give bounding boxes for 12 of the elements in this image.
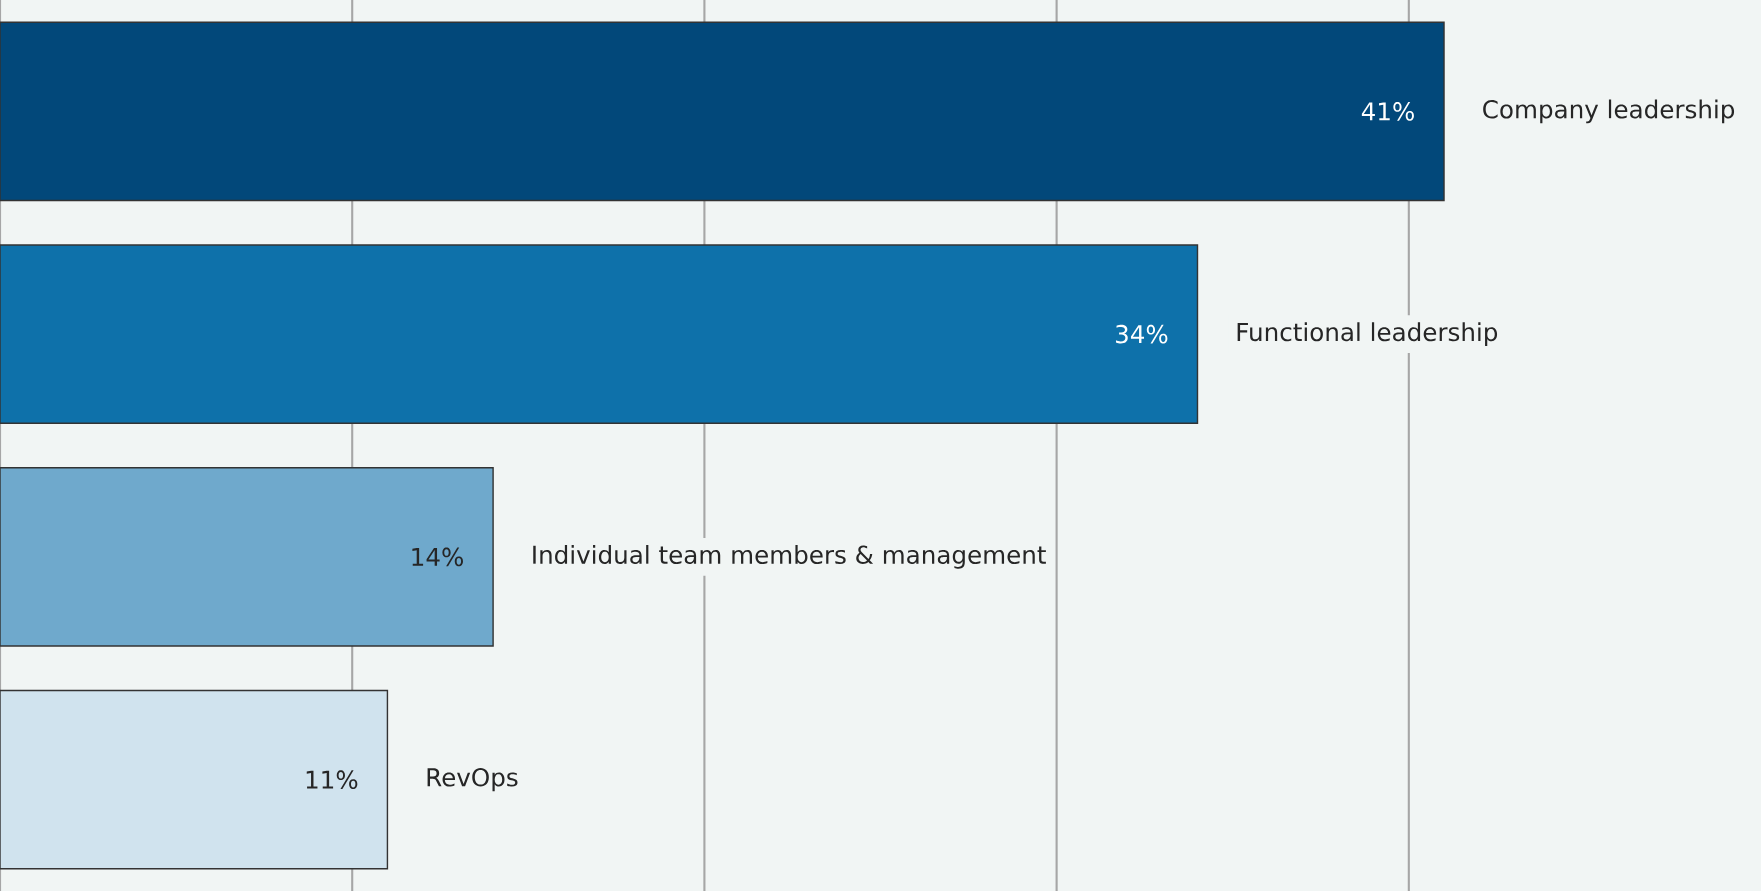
bar <box>0 467 494 647</box>
bar <box>0 689 389 870</box>
data-label: 14% <box>412 547 463 567</box>
data-label: 34% <box>1115 324 1168 344</box>
y-tick-label: Functional leadership <box>1237 322 1498 347</box>
data-label: 11% <box>306 770 358 789</box>
y-tick-label: Company leadership <box>1483 99 1735 124</box>
y-tick-label: RevOps <box>427 767 518 792</box>
bar <box>0 244 1199 424</box>
bar <box>0 21 1445 202</box>
y-tick-label: Individual team members & management <box>533 544 1046 569</box>
data-label: 41% <box>1361 102 1414 121</box>
